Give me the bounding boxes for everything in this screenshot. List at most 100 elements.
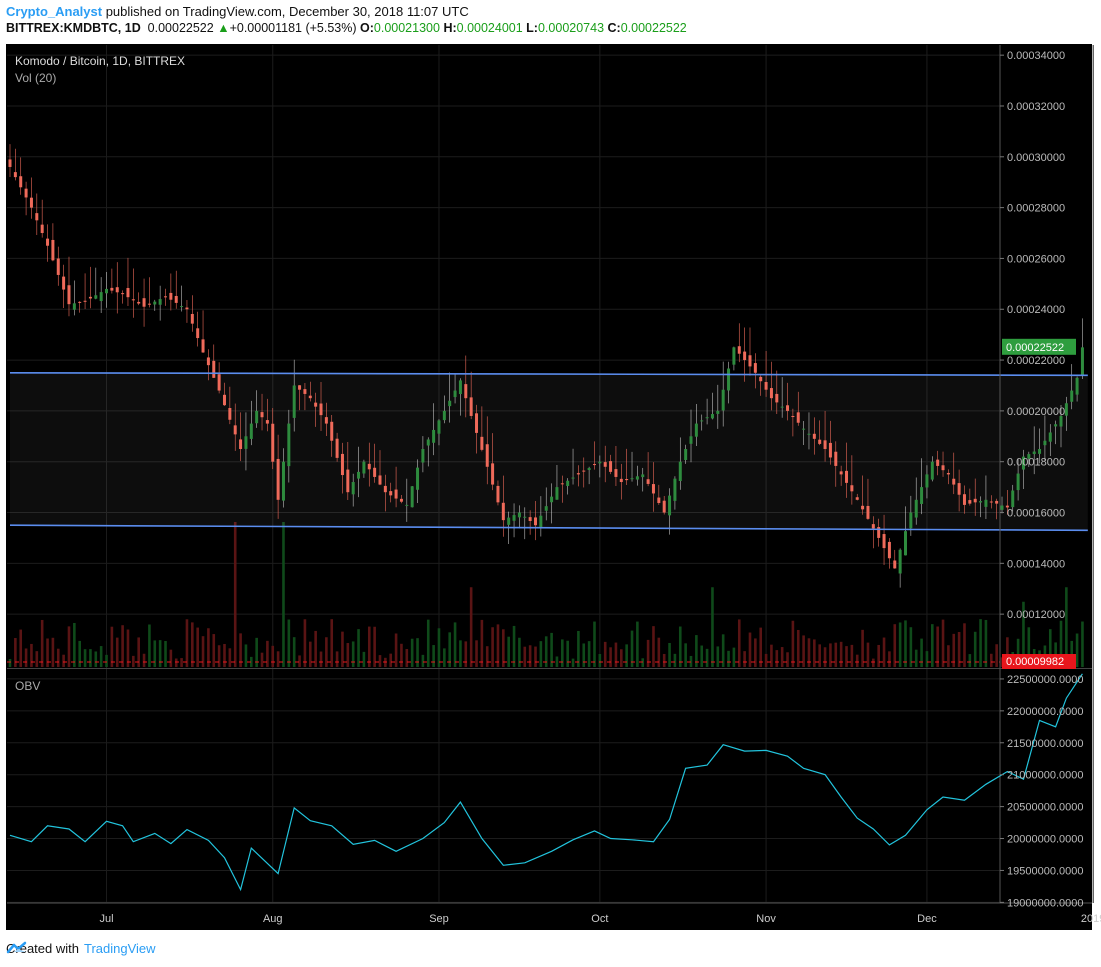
price-tick-label: 0.00016000 — [1007, 508, 1065, 520]
candle-body — [405, 504, 409, 506]
resistance-trendline[interactable] — [9, 371, 1088, 377]
volume-bar — [566, 640, 569, 667]
volume-bar — [1070, 640, 1074, 667]
volume-bar — [630, 630, 634, 667]
volume-bar — [727, 650, 730, 667]
volume-bar — [464, 641, 468, 667]
candle-body — [887, 541, 891, 559]
volume-bar — [641, 658, 645, 667]
volume-bar — [716, 646, 720, 667]
author-link[interactable]: Crypto_Analyst — [6, 4, 103, 19]
volume-bar — [888, 651, 891, 667]
candle-body — [389, 491, 393, 496]
candle-body — [946, 472, 950, 475]
candle-body — [164, 296, 168, 298]
volume-bar — [989, 653, 993, 667]
volume-bar — [796, 629, 800, 667]
volume-bar — [480, 619, 484, 667]
volume-bar — [909, 627, 913, 667]
volume-bar — [963, 623, 966, 667]
volume-bar — [233, 522, 237, 667]
up-arrow-icon: ▲ — [217, 21, 230, 35]
volume-bar — [260, 652, 264, 667]
candle-body — [533, 517, 537, 526]
candle-body — [180, 306, 184, 308]
volume-bar — [394, 633, 398, 667]
volume-bar — [485, 646, 489, 667]
volume-bar — [577, 630, 580, 667]
candle-body — [298, 385, 302, 390]
volume-bar — [534, 646, 537, 667]
candle-body — [1016, 473, 1020, 491]
candle-body — [8, 159, 12, 167]
volume-bar — [882, 637, 886, 667]
volume-bar — [255, 637, 258, 667]
candle-body — [651, 484, 655, 494]
candle-body — [78, 301, 82, 303]
candle-body — [99, 292, 103, 302]
candle-body — [995, 500, 999, 504]
time-tick-label: Aug — [263, 913, 283, 925]
candle-body — [914, 499, 918, 518]
candle-body — [480, 436, 484, 450]
volume-bar — [855, 654, 859, 667]
candle-body — [265, 420, 269, 424]
volume-bar — [239, 633, 242, 667]
volume-bar — [689, 655, 693, 667]
candle-body — [839, 471, 843, 475]
candle-body — [517, 512, 521, 518]
candle-body — [121, 293, 125, 295]
volume-bar — [684, 643, 687, 667]
candle-body — [941, 465, 945, 471]
candle-body — [979, 501, 983, 503]
volume-bar — [523, 646, 527, 667]
candle-body — [1043, 440, 1047, 446]
chart-frame[interactable] — [6, 44, 1092, 930]
candle-body — [1027, 454, 1031, 459]
volume-bar — [346, 643, 350, 667]
volume-bar — [823, 647, 827, 667]
volume-bar — [780, 647, 784, 667]
volume-bar — [367, 626, 371, 667]
obv-legend: OBV — [15, 679, 40, 693]
candle-body — [823, 440, 827, 449]
volume-bar — [437, 628, 441, 667]
volume-bar — [518, 637, 521, 667]
time-tick-label: Oct — [591, 913, 608, 925]
volume-bar — [673, 653, 677, 667]
price-tick-label: 0.00026000 — [1007, 253, 1065, 265]
candle-body — [196, 328, 200, 339]
candle-body — [694, 423, 698, 437]
candle-body — [957, 483, 961, 495]
volume-bar — [51, 637, 55, 667]
candle-body — [287, 423, 291, 467]
volume-bar — [925, 651, 929, 667]
candle-body — [72, 303, 76, 310]
volume-bar — [528, 645, 532, 667]
candle-body — [571, 477, 575, 479]
candle-body — [668, 495, 672, 516]
volume-bar — [421, 654, 425, 667]
channel-shading — [10, 372, 1088, 531]
volume-bar — [62, 654, 65, 667]
volume-bar — [46, 638, 49, 667]
volume-bar — [196, 627, 199, 667]
volume-bar — [475, 640, 478, 667]
tradingview-link[interactable]: TradingView — [83, 941, 156, 956]
volume-bar — [40, 619, 44, 667]
candle-body — [67, 285, 71, 305]
support-trendline[interactable] — [9, 524, 1088, 532]
ohlc-bar: BITTREX:KMDBTC, 1D 0.00022522 ▲+0.000011… — [6, 21, 687, 35]
volume-bar — [791, 620, 795, 667]
candle-body — [871, 524, 875, 529]
candle-body — [635, 476, 639, 480]
volume-bar — [148, 624, 151, 667]
candle-body — [496, 485, 500, 503]
volume-bar — [416, 638, 419, 667]
candle-body — [1075, 377, 1079, 395]
candle-body — [217, 374, 221, 391]
close-value: 0.00022522 — [620, 21, 687, 35]
candle-body — [630, 478, 634, 480]
candle-body — [882, 534, 886, 549]
